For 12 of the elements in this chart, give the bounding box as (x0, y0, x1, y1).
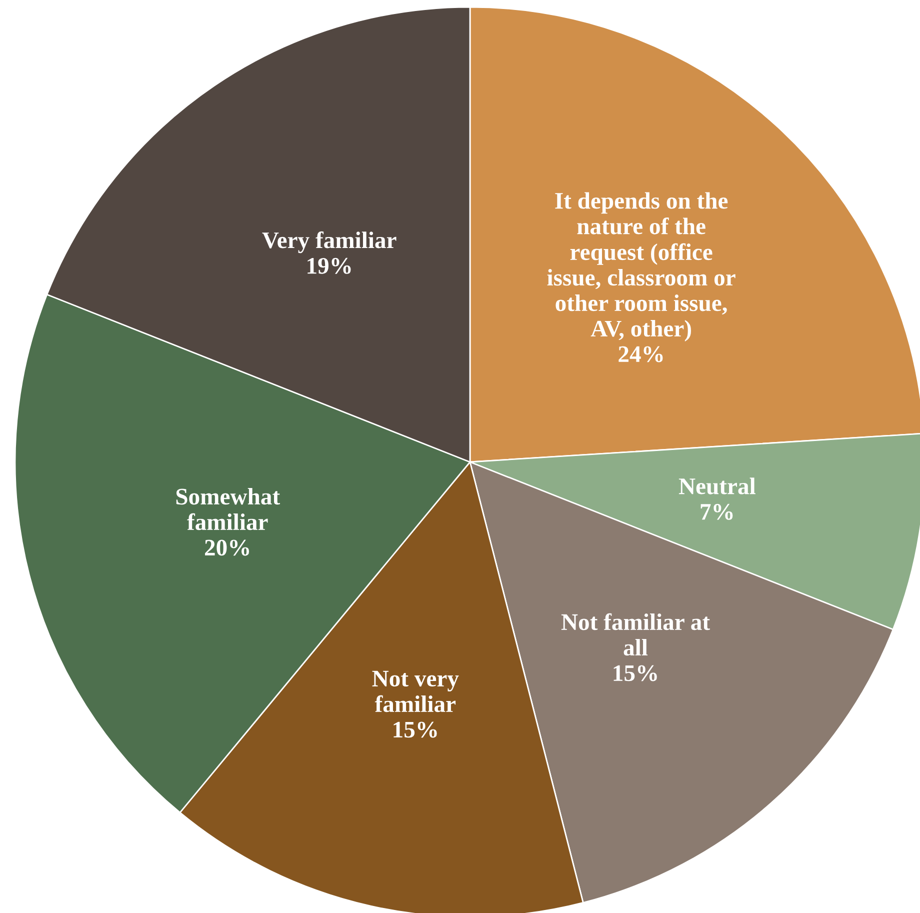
slice-label: It depends on the nature of the request (office issue, classroom or other room issue, AV, other) (547, 192, 736, 342)
slice-label: Very familiar (262, 231, 396, 254)
slice-label: Not familiar at all (561, 613, 710, 656)
data-label: 15% (614, 665, 657, 682)
data-label: 19% (308, 258, 351, 274)
data-label: 24% (618, 346, 663, 362)
slice-label: Somewhat familiar (176, 488, 280, 530)
slice-label: Not very familiar (372, 670, 459, 712)
data-label: 15% (394, 722, 437, 738)
data-label: 20% (204, 540, 250, 556)
slice-label: Neutral (678, 478, 756, 494)
data-label: 7% (700, 504, 733, 520)
